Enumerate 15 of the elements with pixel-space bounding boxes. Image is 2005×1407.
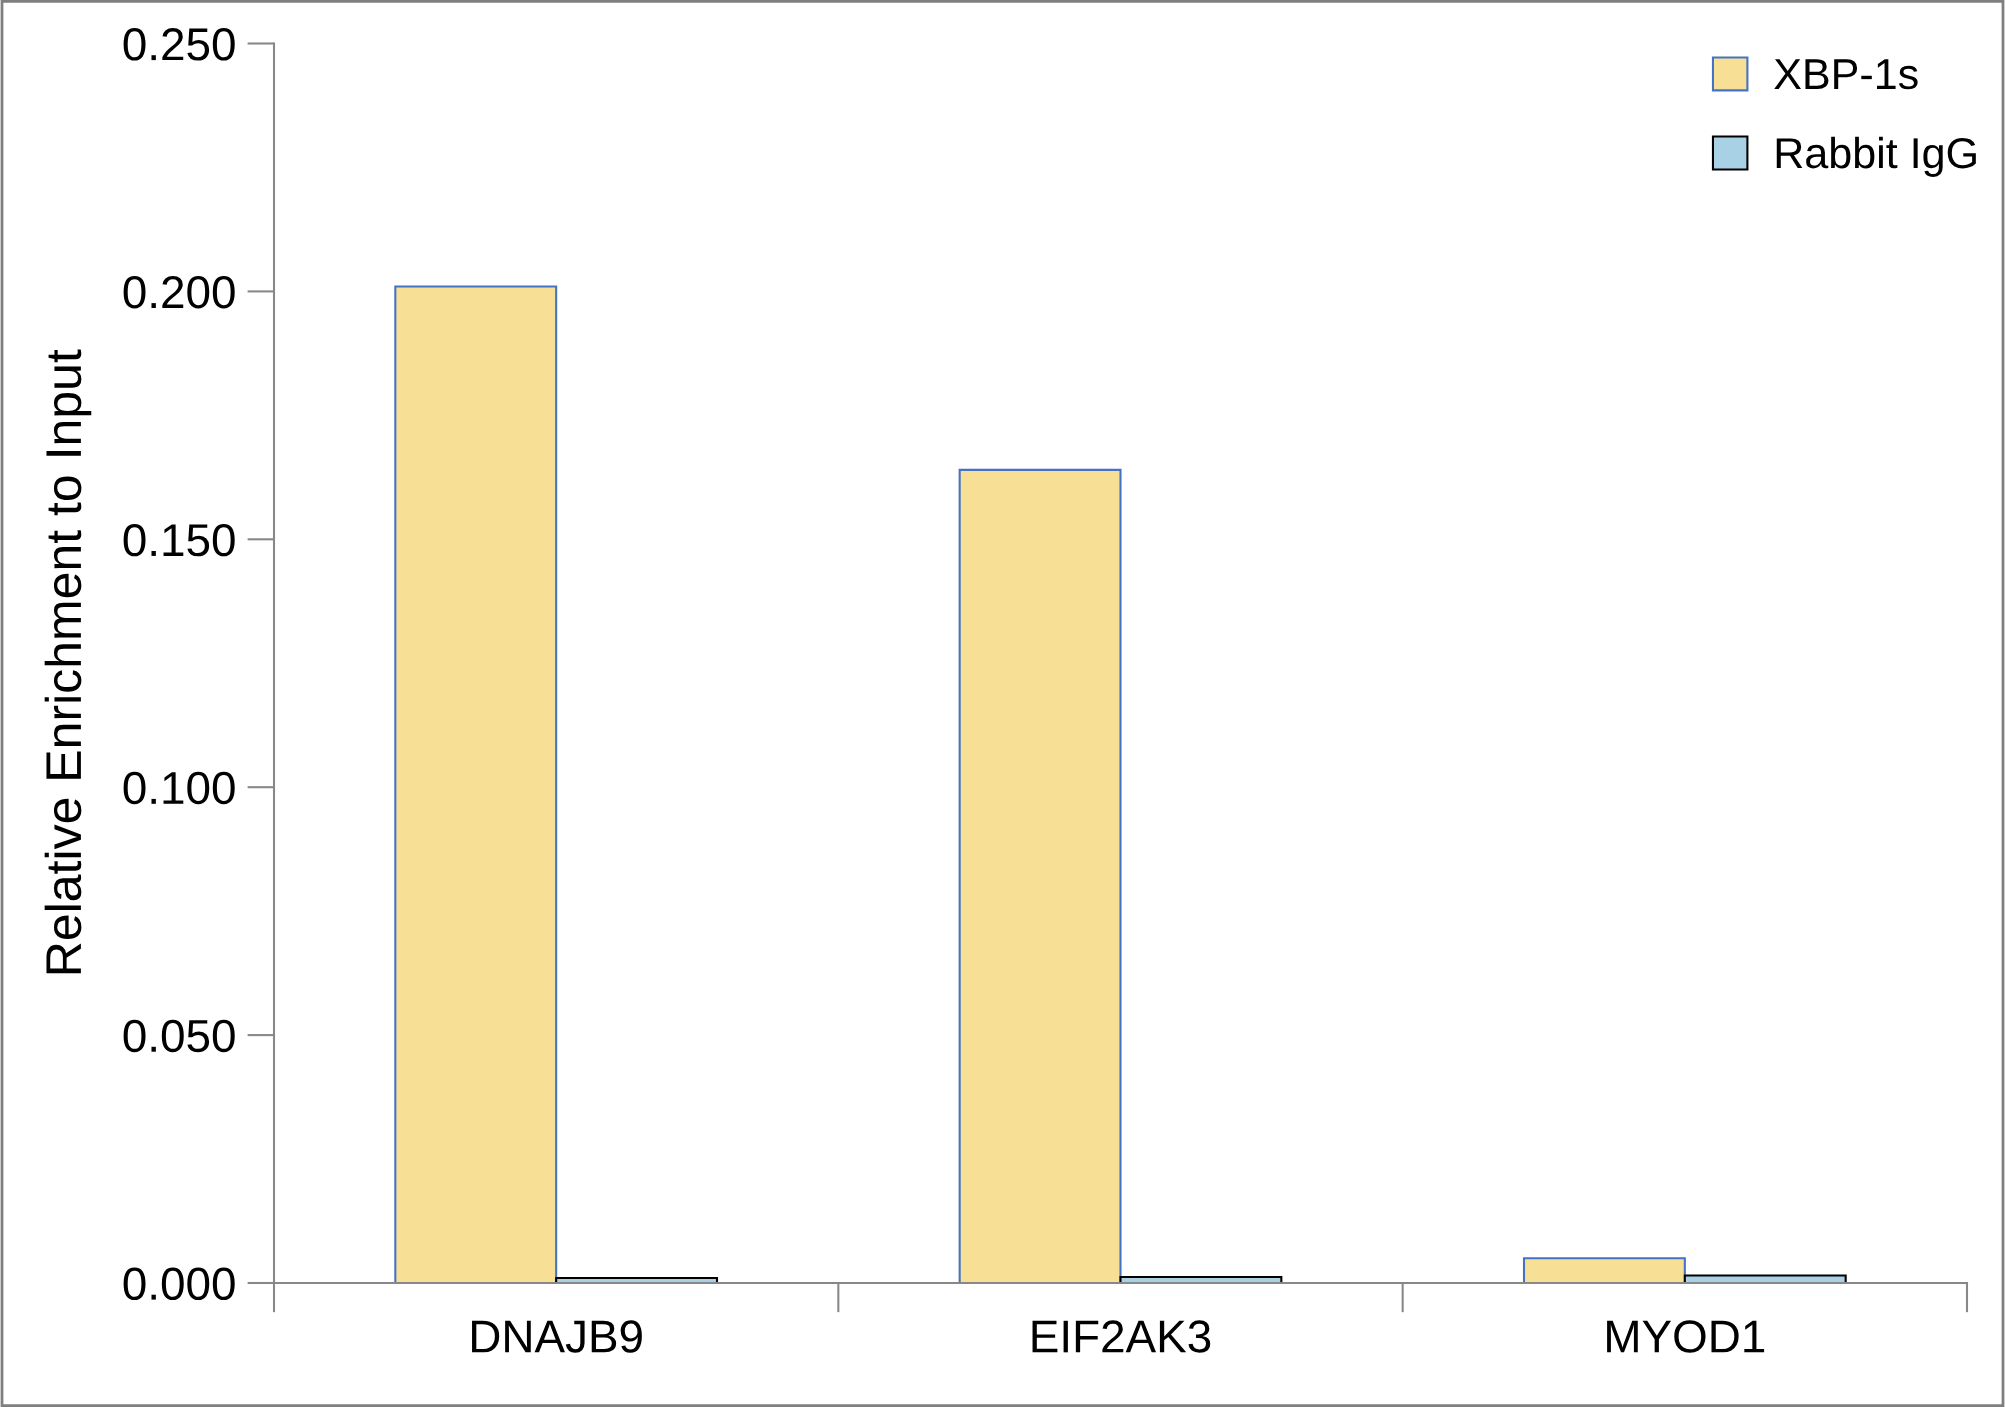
y-axis-title: Relative Enrichment to Input xyxy=(44,349,92,974)
bar xyxy=(394,285,558,1283)
bar xyxy=(1522,1257,1686,1283)
y-tick-label: 0.150 xyxy=(123,523,235,557)
x-tick-label: EIF2AK3 xyxy=(1032,1320,1211,1353)
y-tick-label: 0.000 xyxy=(123,1267,235,1301)
y-tick-label: 0.100 xyxy=(123,771,235,805)
x-tick-label: DNAJB9 xyxy=(472,1320,642,1353)
y-tick-label: 0.250 xyxy=(123,28,235,61)
bar xyxy=(958,468,1122,1283)
y-tick-label: 0.200 xyxy=(123,276,235,309)
legend-label: XBP-1s xyxy=(1774,59,1918,90)
y-tick-label: 0.050 xyxy=(123,1019,235,1053)
x-tick-label: MYOD1 xyxy=(1607,1320,1765,1353)
legend-label: Rabbit IgG xyxy=(1776,136,1976,177)
